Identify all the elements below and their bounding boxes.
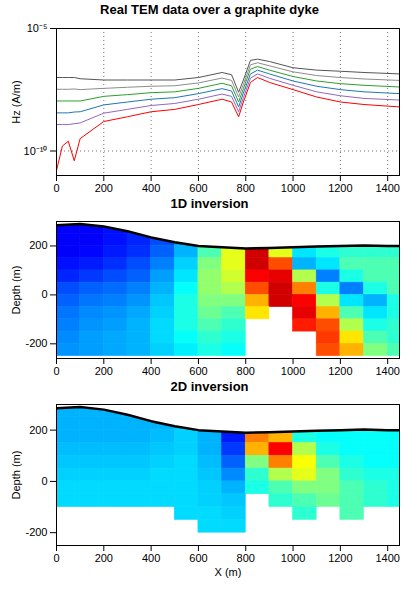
svg-text:-200: -200: [25, 526, 47, 538]
svg-text:Depth (m): Depth (m): [10, 266, 22, 315]
svg-text:0: 0: [53, 182, 59, 194]
html-text:2D inversion: 2D inversion: [170, 379, 249, 394]
svg-text:600: 600: [189, 365, 207, 377]
svg-text:1000: 1000: [281, 365, 305, 377]
svg-text:800: 800: [237, 365, 255, 377]
svg-text:200: 200: [95, 365, 113, 377]
svg-text:1400: 1400: [375, 182, 399, 194]
svg-text:200: 200: [29, 239, 47, 251]
svg-text:800: 800: [237, 552, 255, 564]
html-text:1D inversion: 1D inversion: [170, 196, 249, 211]
html-text:Real TEM data over a graphite: Real TEM data over a graphite dyke: [100, 2, 319, 17]
svg-text:0: 0: [53, 365, 59, 377]
svg-text:1200: 1200: [328, 552, 352, 564]
svg-text:Depth (m): Depth (m): [10, 451, 22, 500]
svg-text:400: 400: [142, 552, 160, 564]
svg-text:800: 800: [237, 182, 255, 194]
svg-text:1200: 1200: [328, 365, 352, 377]
svg-text:200: 200: [95, 182, 113, 194]
svg-text:X (m): X (m): [215, 566, 242, 578]
svg-text:200: 200: [29, 424, 47, 436]
svg-text:1400: 1400: [375, 552, 399, 564]
svg-text:10⁻¹⁰: 10⁻¹⁰: [24, 145, 48, 157]
svg-text:600: 600: [189, 182, 207, 194]
svg-text:0: 0: [41, 475, 47, 487]
svg-text:600: 600: [189, 552, 207, 564]
svg-text:10⁻⁵: 10⁻⁵: [27, 22, 48, 34]
svg-text:1200: 1200: [328, 182, 352, 194]
svg-text:200: 200: [95, 552, 113, 564]
svg-text:400: 400: [142, 365, 160, 377]
svg-text:-200: -200: [25, 337, 47, 349]
svg-text:0: 0: [41, 288, 47, 300]
svg-text:1000: 1000: [281, 552, 305, 564]
svg-text:0: 0: [53, 552, 59, 564]
svg-text:400: 400: [142, 182, 160, 194]
svg-text:1400: 1400: [375, 365, 399, 377]
svg-text:Hz (A/m): Hz (A/m): [10, 80, 22, 123]
svg-text:1000: 1000: [281, 182, 305, 194]
